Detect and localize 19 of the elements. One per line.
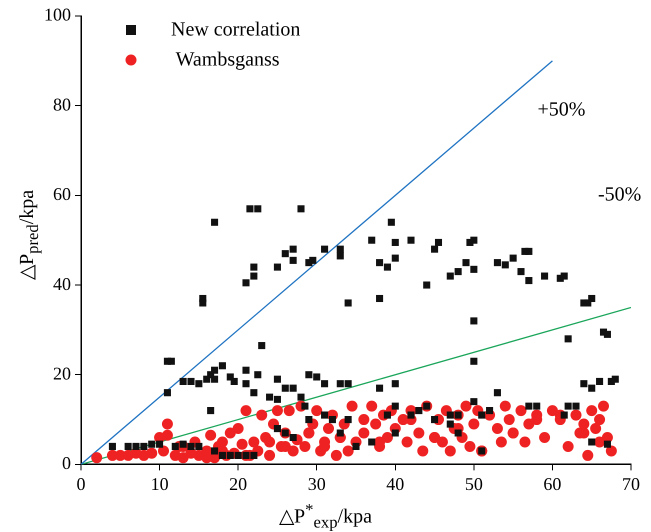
- x-tick-label: 0: [76, 474, 86, 494]
- y-tick-label: 40: [53, 274, 71, 294]
- annotation: +50%: [538, 98, 586, 120]
- y-tick-label: 100: [44, 4, 71, 25]
- annotation: -50%: [598, 184, 642, 206]
- legend-label: New correlation: [171, 18, 300, 40]
- y-tick-label: 0: [62, 453, 71, 474]
- x-tick-label: 20: [229, 474, 248, 494]
- x-tick-label: 10: [150, 474, 169, 494]
- y-tick-label: 60: [53, 184, 71, 204]
- x-tick-label: 40: [386, 474, 404, 494]
- x-tick-label: 60: [543, 474, 562, 494]
- y-tick-label: 20: [53, 363, 71, 384]
- y-tick-label: 80: [53, 94, 71, 114]
- x-tick-label: 70: [622, 474, 640, 494]
- x-tick-label: 50: [464, 474, 483, 494]
- x-axis-title: △P$^{*}$$_{exp}$/kpa: [278, 500, 373, 532]
- x-tick-label: 30: [308, 474, 326, 494]
- legend-label: Wambsganss: [171, 48, 280, 70]
